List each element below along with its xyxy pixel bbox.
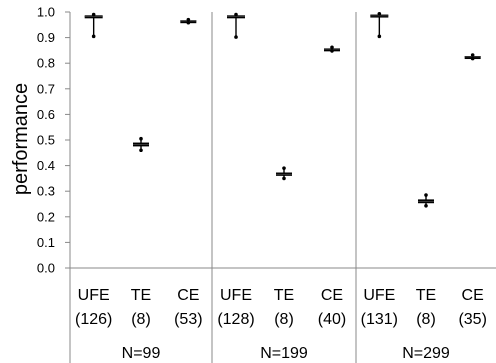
y-tick-label: 0.8 [37, 56, 55, 71]
max-marker [330, 45, 334, 50]
category-label-UFE: UFE [78, 287, 110, 304]
y-tick-label: 0.1 [37, 235, 55, 250]
category-count-CE: (53) [174, 311, 202, 328]
group-label: N=199 [260, 345, 308, 362]
category-label-UFE: UFE [363, 287, 395, 304]
box-N=299-UFE [370, 11, 389, 39]
max-marker [282, 166, 286, 170]
box-N=199-UFE [227, 12, 245, 39]
category-count-CE: (40) [318, 311, 346, 328]
min-marker [377, 34, 382, 39]
max-marker [470, 53, 475, 57]
y-tick-label: 0.4 [37, 158, 55, 173]
y-tick-label: 0.7 [37, 81, 55, 96]
box-N=99-UFE [84, 12, 103, 39]
category-label-TE: TE [416, 287, 436, 304]
category-count-UFE: (126) [75, 311, 112, 328]
category-count-TE: (8) [416, 311, 436, 328]
min-marker [91, 34, 96, 39]
y-tick-label: 0.0 [37, 261, 55, 276]
max-marker [234, 12, 238, 17]
box-N=299-CE [464, 53, 481, 61]
category-count-TE: (8) [131, 311, 151, 328]
y-tick-label: 0.6 [37, 107, 55, 122]
category-count-UFE: (128) [217, 311, 254, 328]
max-marker [91, 12, 96, 17]
max-marker [424, 193, 428, 197]
group-label: N=99 [122, 345, 161, 362]
max-marker [377, 11, 382, 16]
category-label-UFE: UFE [220, 287, 252, 304]
min-marker [234, 35, 238, 39]
y-tick-label: 0.9 [37, 30, 55, 45]
y-tick-label: 1.0 [37, 5, 55, 20]
max-marker [139, 136, 143, 141]
category-label-CE: CE [462, 287, 484, 304]
min-marker [186, 20, 191, 25]
category-count-TE: (8) [274, 311, 294, 328]
y-tick-label: 0.3 [37, 184, 55, 199]
category-label-TE: TE [131, 287, 151, 304]
category-label-CE: CE [321, 287, 343, 304]
min-marker [470, 56, 475, 61]
group-label: N=299 [402, 345, 450, 362]
min-marker [282, 176, 286, 181]
category-count-UFE: (131) [361, 311, 398, 328]
min-marker [424, 203, 428, 208]
box-N=99-CE [180, 17, 197, 25]
x-category-labels: UFE (126) TE (8) CE (53) N=99 UFE (128) TE (8) CE (4… [75, 287, 487, 362]
max-marker [186, 17, 191, 22]
box-N=199-TE [276, 166, 292, 181]
category-label-CE: CE [177, 287, 199, 304]
box-N=199-CE [324, 45, 340, 53]
category-count-CE: (35) [458, 311, 486, 328]
axes [65, 11, 496, 363]
min-marker [330, 49, 334, 53]
y-tick-label: 0.2 [37, 209, 55, 224]
y-tick-label: 0.5 [37, 133, 55, 148]
box-N=299-TE [418, 193, 434, 208]
category-label-TE: TE [274, 287, 294, 304]
box-N=99-TE [133, 136, 149, 153]
y-axis-label: performance [10, 83, 32, 195]
min-marker [139, 148, 143, 153]
box-plot-series [84, 11, 481, 208]
y-tick-labels: 0.0 0.1 0.2 0.3 0.4 0.5 0.6 0.7 0.8 0.9 1.0 [37, 5, 55, 276]
